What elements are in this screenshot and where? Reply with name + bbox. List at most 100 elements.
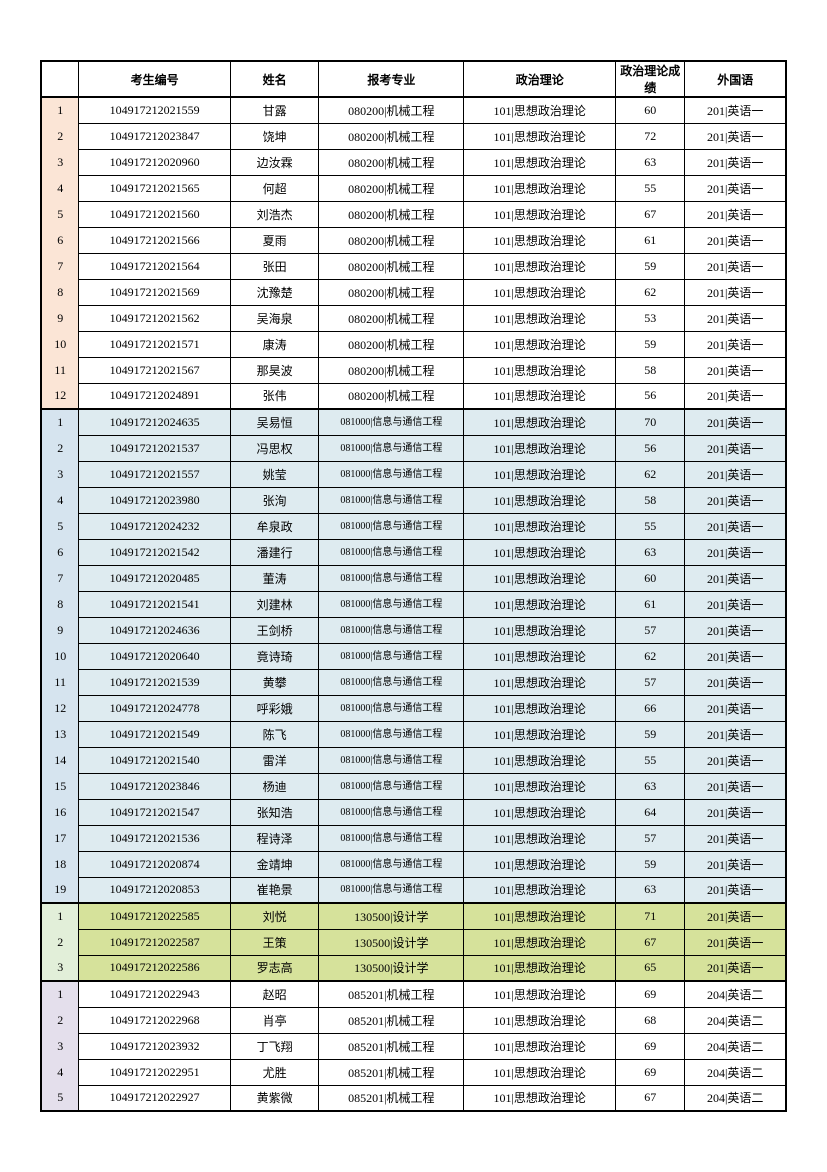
cell-major: 080200|机械工程 — [319, 123, 464, 149]
cell-major: 081000|信息与通信工程 — [319, 617, 464, 643]
cell-score: 57 — [615, 617, 684, 643]
cell-id: 104917212021559 — [79, 97, 231, 123]
table-row: 12104917212024778呼彩娥081000|信息与通信工程101|思想… — [41, 695, 786, 721]
cell-id: 104917212024635 — [79, 409, 231, 435]
cell-lang: 201|英语一 — [685, 513, 786, 539]
cell-pol: 101|思想政治理论 — [464, 955, 616, 981]
table-row: 3104917212021557姚莹081000|信息与通信工程101|思想政治… — [41, 461, 786, 487]
cell-major: 081000|信息与通信工程 — [319, 799, 464, 825]
cell-major: 130500|设计学 — [319, 955, 464, 981]
cell-id: 104917212021560 — [79, 201, 231, 227]
row-index: 1 — [41, 409, 79, 435]
table-row: 10104917212020640竟诗琦081000|信息与通信工程101|思想… — [41, 643, 786, 669]
cell-score: 56 — [615, 383, 684, 409]
cell-pol: 101|思想政治理论 — [464, 123, 616, 149]
row-index: 2 — [41, 929, 79, 955]
row-index: 10 — [41, 331, 79, 357]
cell-name: 康涛 — [230, 331, 318, 357]
cell-major: 081000|信息与通信工程 — [319, 877, 464, 903]
cell-major: 080200|机械工程 — [319, 279, 464, 305]
cell-lang: 201|英语一 — [685, 227, 786, 253]
cell-score: 62 — [615, 643, 684, 669]
cell-id: 104917212020853 — [79, 877, 231, 903]
cell-pol: 101|思想政治理论 — [464, 747, 616, 773]
cell-score: 63 — [615, 539, 684, 565]
cell-pol: 101|思想政治理论 — [464, 253, 616, 279]
cell-lang: 204|英语二 — [685, 1007, 786, 1033]
cell-score: 58 — [615, 357, 684, 383]
cell-lang: 201|英语一 — [685, 253, 786, 279]
cell-score: 67 — [615, 929, 684, 955]
cell-name: 刘浩杰 — [230, 201, 318, 227]
table-row: 19104917212020853崔艳景081000|信息与通信工程101|思想… — [41, 877, 786, 903]
cell-id: 104917212023846 — [79, 773, 231, 799]
table-header: 考生编号 姓名 报考专业 政治理论 政治理论成绩 外国语 — [41, 61, 786, 97]
cell-score: 56 — [615, 435, 684, 461]
row-index: 13 — [41, 721, 79, 747]
cell-pol: 101|思想政治理论 — [464, 331, 616, 357]
cell-pol: 101|思想政治理论 — [464, 383, 616, 409]
cell-name: 边汝霖 — [230, 149, 318, 175]
cell-major: 081000|信息与通信工程 — [319, 669, 464, 695]
cell-lang: 201|英语一 — [685, 851, 786, 877]
cell-id: 104917212021547 — [79, 799, 231, 825]
row-index: 3 — [41, 1033, 79, 1059]
cell-major: 130500|设计学 — [319, 929, 464, 955]
cell-pol: 101|思想政治理论 — [464, 1033, 616, 1059]
row-index: 5 — [41, 513, 79, 539]
cell-id: 104917212021537 — [79, 435, 231, 461]
cell-lang: 201|英语一 — [685, 669, 786, 695]
cell-id: 104917212021567 — [79, 357, 231, 383]
cell-pol: 101|思想政治理论 — [464, 149, 616, 175]
cell-name: 雷洋 — [230, 747, 318, 773]
cell-name: 董涛 — [230, 565, 318, 591]
cell-lang: 201|英语一 — [685, 305, 786, 331]
cell-pol: 101|思想政治理论 — [464, 799, 616, 825]
cell-major: 081000|信息与通信工程 — [319, 539, 464, 565]
cell-name: 张伟 — [230, 383, 318, 409]
cell-major: 081000|信息与通信工程 — [319, 591, 464, 617]
table-row: 17104917212021536程诗泽081000|信息与通信工程101|思想… — [41, 825, 786, 851]
table-row: 4104917212023980张洵081000|信息与通信工程101|思想政治… — [41, 487, 786, 513]
cell-id: 104917212021536 — [79, 825, 231, 851]
cell-name: 赵昭 — [230, 981, 318, 1007]
cell-id: 104917212021566 — [79, 227, 231, 253]
row-index: 6 — [41, 227, 79, 253]
cell-name: 竟诗琦 — [230, 643, 318, 669]
table-row: 3104917212023932丁飞翔085201|机械工程101|思想政治理论… — [41, 1033, 786, 1059]
cell-lang: 204|英语二 — [685, 981, 786, 1007]
cell-id: 104917212020874 — [79, 851, 231, 877]
row-index: 5 — [41, 1085, 79, 1111]
row-index: 1 — [41, 981, 79, 1007]
cell-lang: 201|英语一 — [685, 591, 786, 617]
cell-major: 130500|设计学 — [319, 903, 464, 929]
cell-lang: 201|英语一 — [685, 747, 786, 773]
cell-lang: 201|英语一 — [685, 643, 786, 669]
cell-major: 081000|信息与通信工程 — [319, 695, 464, 721]
table-row: 1104917212022585刘悦130500|设计学101|思想政治理论71… — [41, 903, 786, 929]
row-index: 9 — [41, 617, 79, 643]
cell-major: 081000|信息与通信工程 — [319, 409, 464, 435]
cell-pol: 101|思想政治理论 — [464, 825, 616, 851]
cell-major: 081000|信息与通信工程 — [319, 851, 464, 877]
cell-major: 080200|机械工程 — [319, 227, 464, 253]
cell-lang: 201|英语一 — [685, 383, 786, 409]
cell-score: 55 — [615, 747, 684, 773]
row-index: 1 — [41, 97, 79, 123]
cell-lang: 204|英语二 — [685, 1085, 786, 1111]
cell-name: 杨迪 — [230, 773, 318, 799]
cell-id: 104917212024778 — [79, 695, 231, 721]
cell-major: 085201|机械工程 — [319, 1059, 464, 1085]
cell-lang: 201|英语一 — [685, 773, 786, 799]
cell-pol: 101|思想政治理论 — [464, 773, 616, 799]
table-row: 8104917212021569沈豫楚080200|机械工程101|思想政治理论… — [41, 279, 786, 305]
cell-lang: 201|英语一 — [685, 279, 786, 305]
cell-major: 081000|信息与通信工程 — [319, 643, 464, 669]
group-0: 1104917212021559甘露080200|机械工程101|思想政治理论6… — [41, 97, 786, 409]
table-row: 1104917212024635吴易恒081000|信息与通信工程101|思想政… — [41, 409, 786, 435]
cell-major: 080200|机械工程 — [319, 253, 464, 279]
row-index: 7 — [41, 565, 79, 591]
cell-id: 104917212023847 — [79, 123, 231, 149]
cell-pol: 101|思想政治理论 — [464, 539, 616, 565]
cell-major: 085201|机械工程 — [319, 1085, 464, 1111]
